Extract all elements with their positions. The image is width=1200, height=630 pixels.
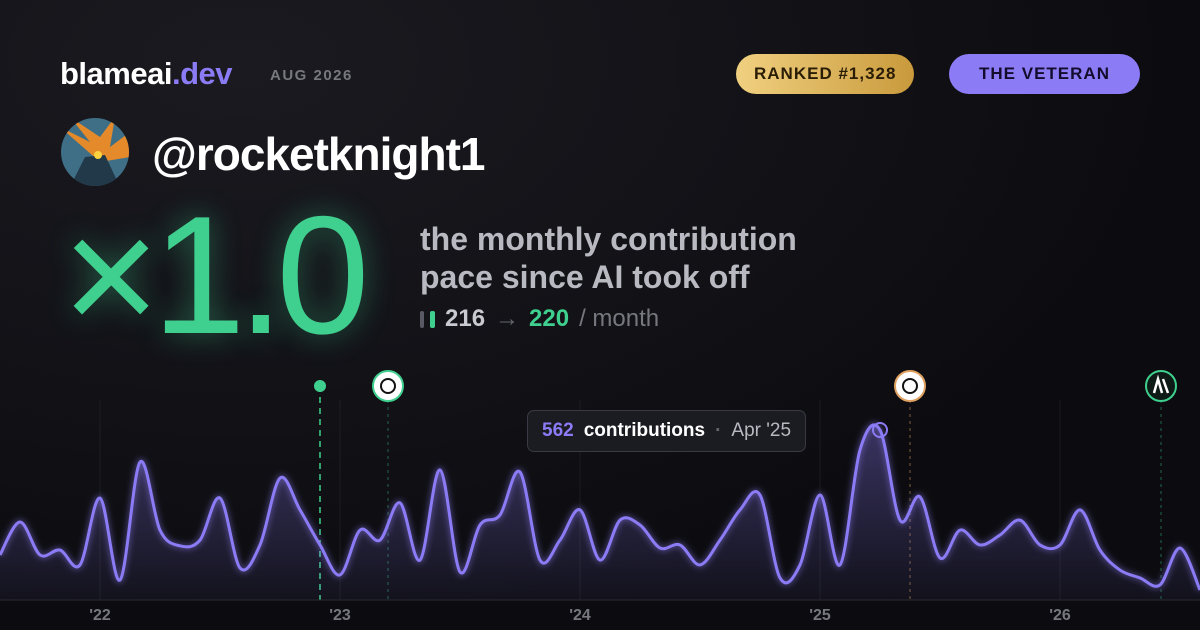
line	[0, 423, 1200, 591]
handle: @rocketknight1	[152, 128, 485, 180]
peak-marker	[872, 422, 888, 438]
before-bar	[420, 310, 424, 328]
tooltip: 562 contributions · Apr '25	[527, 410, 807, 452]
event-icon	[1145, 370, 1177, 402]
tooltip-value: 562	[542, 420, 574, 441]
caption: the monthly contribution pace since AI t…	[420, 221, 797, 295]
brand: blameai.dev	[60, 56, 232, 92]
brand-tld: .dev	[171, 56, 233, 91]
x-tick-label: '23	[329, 607, 351, 624]
x-tick-label: '26	[1049, 607, 1071, 624]
event-dot	[314, 380, 326, 392]
event-icon	[894, 370, 926, 402]
after: 220	[529, 305, 570, 332]
unit: / month	[579, 305, 660, 332]
avatar	[61, 118, 129, 186]
x-tick-label: '22	[89, 607, 111, 624]
rank-badge: RANKED #1,328	[736, 54, 915, 94]
title-badge: THE VETERAN	[949, 54, 1140, 94]
arrow: →	[495, 305, 520, 332]
event-icon	[372, 370, 404, 402]
tooltip-sep: ·	[715, 420, 722, 441]
x-tick-label: '24	[569, 607, 591, 624]
area	[0, 424, 1200, 600]
tooltip-label: Apr '25	[731, 420, 792, 441]
x-tick-label: '25	[809, 607, 831, 624]
brand-name: blameai	[60, 56, 172, 91]
tooltip-unit: contributions	[583, 420, 706, 441]
pace: 216 → 220 / month	[420, 305, 659, 333]
date: AUG 2026	[270, 67, 353, 84]
before: 216	[445, 305, 486, 332]
multiplier: ×1.0	[62, 181, 370, 369]
after-bar	[430, 310, 435, 328]
